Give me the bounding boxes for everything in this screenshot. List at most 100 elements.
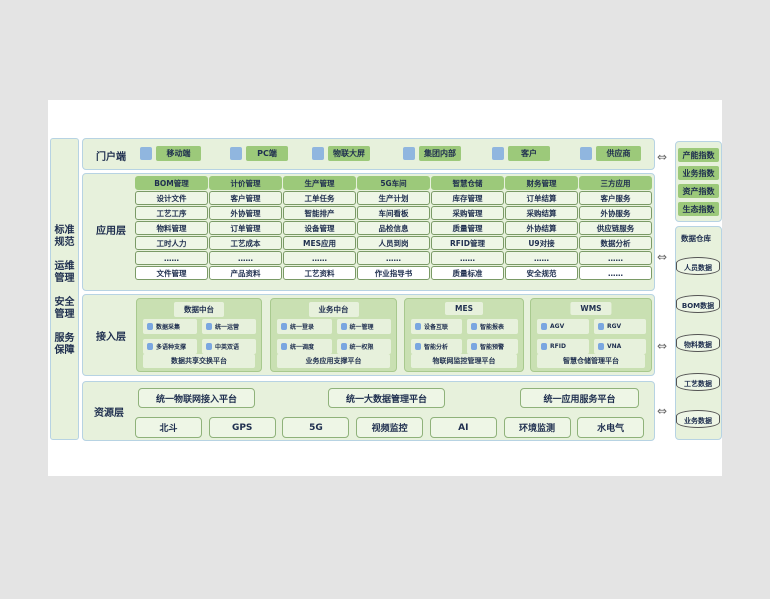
portal-item-label: 客户 bbox=[508, 146, 550, 161]
resource-item[interactable]: 环境监测 bbox=[503, 417, 571, 438]
app-module[interactable]: 客户服务 bbox=[579, 191, 652, 205]
app-module[interactable]: 库存管理 bbox=[431, 191, 504, 205]
warehouse-title: 数据仓库 bbox=[681, 234, 711, 243]
app-column-header[interactable]: 计价管理 bbox=[209, 176, 282, 190]
index-badge[interactable]: 产能指数 bbox=[678, 148, 719, 162]
app-column-header[interactable]: 三方应用 bbox=[579, 176, 652, 190]
app-column-header[interactable]: 5G车间 bbox=[357, 176, 430, 190]
app-module[interactable]: 工艺工序 bbox=[135, 206, 208, 220]
access-item-label: 统一运营 bbox=[215, 324, 240, 331]
app-module[interactable]: 人员到岗 bbox=[357, 236, 430, 250]
access-item[interactable]: 统一权限 bbox=[336, 339, 391, 354]
app-module[interactable]: 外协管理 bbox=[209, 206, 282, 220]
portal-item[interactable]: 供应商 bbox=[580, 146, 641, 161]
access-panel-title: 数据中台 bbox=[174, 302, 224, 317]
index-badge[interactable]: 生态指数 bbox=[678, 202, 719, 216]
access-item[interactable]: 统一管理 bbox=[336, 319, 391, 334]
portal-item[interactable]: PC端 bbox=[230, 146, 288, 161]
access-panel: WMS AGV RGV RFID VNA 智慧仓储管理平台 bbox=[530, 298, 652, 372]
app-module[interactable]: …… bbox=[579, 266, 652, 280]
app-module[interactable]: 采购结算 bbox=[505, 206, 578, 220]
app-module[interactable]: 外协服务 bbox=[579, 206, 652, 220]
app-module[interactable]: 数据分析 bbox=[579, 236, 652, 250]
access-item[interactable]: 统一登录 bbox=[277, 319, 332, 334]
app-module[interactable]: 文件管理 bbox=[135, 266, 208, 280]
access-item[interactable]: AGV bbox=[537, 319, 589, 334]
portal-item[interactable]: 移动端 bbox=[140, 146, 201, 161]
app-module[interactable]: 作业指导书 bbox=[357, 266, 430, 280]
app-column-header[interactable]: 财务管理 bbox=[505, 176, 578, 190]
access-item[interactable]: 智能预警 bbox=[467, 339, 518, 354]
app-module[interactable]: 安全规范 bbox=[505, 266, 578, 280]
access-item[interactable]: 统一运营 bbox=[202, 319, 256, 334]
app-module[interactable]: …… bbox=[135, 251, 208, 265]
app-module[interactable]: …… bbox=[209, 251, 282, 265]
access-item[interactable]: RFID bbox=[537, 339, 589, 354]
app-module[interactable]: 供应链服务 bbox=[579, 221, 652, 235]
database-cylinder[interactable]: 工艺数据 bbox=[676, 373, 720, 391]
item-icon bbox=[598, 343, 604, 350]
app-module[interactable]: …… bbox=[431, 251, 504, 265]
database-cylinder[interactable]: 人员数据 bbox=[676, 257, 720, 275]
app-module[interactable]: 品检信息 bbox=[357, 221, 430, 235]
access-item[interactable]: 多语种支撑 bbox=[143, 339, 197, 354]
portal-item[interactable]: 客户 bbox=[492, 146, 550, 161]
app-module[interactable]: 设计文件 bbox=[135, 191, 208, 205]
app-module[interactable]: U9对接 bbox=[505, 236, 578, 250]
access-item[interactable]: 设备互联 bbox=[411, 319, 462, 334]
app-module[interactable]: 产品资料 bbox=[209, 266, 282, 280]
app-module[interactable]: 智能排产 bbox=[283, 206, 356, 220]
app-module[interactable]: 物料管理 bbox=[135, 221, 208, 235]
index-badge[interactable]: 资产指数 bbox=[678, 184, 719, 198]
app-module[interactable]: 生产计划 bbox=[357, 191, 430, 205]
app-column-header[interactable]: 生产管理 bbox=[283, 176, 356, 190]
database-cylinder[interactable]: BOM数据 bbox=[676, 295, 720, 313]
app-column-header[interactable]: 智慧仓储 bbox=[431, 176, 504, 190]
app-module[interactable]: MES应用 bbox=[283, 236, 356, 250]
app-module[interactable]: 质量标准 bbox=[431, 266, 504, 280]
access-panel-title: 业务中台 bbox=[308, 302, 359, 317]
database-cylinder[interactable]: 业务数据 bbox=[676, 410, 720, 428]
app-module[interactable]: …… bbox=[579, 251, 652, 265]
app-module[interactable]: 订单管理 bbox=[209, 221, 282, 235]
access-item[interactable]: 智能报表 bbox=[467, 319, 518, 334]
resource-item[interactable]: GPS bbox=[208, 417, 276, 438]
access-item-label: 统一登录 bbox=[290, 324, 315, 331]
access-item[interactable]: 统一调度 bbox=[277, 339, 332, 354]
resource-item[interactable]: 北斗 bbox=[135, 417, 202, 438]
side-label: 标准规范 bbox=[54, 225, 75, 248]
app-module[interactable]: 采购管理 bbox=[431, 206, 504, 220]
app-module[interactable]: 质量管理 bbox=[431, 221, 504, 235]
resource-item[interactable]: AI bbox=[429, 417, 497, 438]
app-module[interactable]: 外协结算 bbox=[505, 221, 578, 235]
database-cylinder[interactable]: 物料数据 bbox=[676, 334, 720, 352]
app-module[interactable]: …… bbox=[505, 251, 578, 265]
portal-item[interactable]: 物联大屏 bbox=[312, 146, 370, 161]
access-item[interactable]: VNA bbox=[594, 339, 646, 354]
app-module[interactable]: 工时人力 bbox=[135, 236, 208, 250]
resource-platform[interactable]: 统一物联网接入平台 bbox=[138, 388, 255, 408]
access-item[interactable]: 数据采集 bbox=[143, 319, 197, 334]
app-module[interactable]: 车间看板 bbox=[357, 206, 430, 220]
app-module[interactable]: 客户管理 bbox=[209, 191, 282, 205]
app-module[interactable]: 工单任务 bbox=[283, 191, 356, 205]
app-module[interactable]: 工艺资料 bbox=[283, 266, 356, 280]
app-module[interactable]: 设备管理 bbox=[283, 221, 356, 235]
resource-platform[interactable]: 统一大数据管理平台 bbox=[328, 388, 445, 408]
access-item[interactable]: RGV bbox=[594, 319, 646, 334]
app-module[interactable]: 订单结算 bbox=[505, 191, 578, 205]
app-module[interactable]: RFID管理 bbox=[431, 236, 504, 250]
resource-platform[interactable]: 统一应用服务平台 bbox=[520, 388, 639, 408]
resource-item[interactable]: 水电气 bbox=[577, 417, 645, 438]
app-module[interactable]: …… bbox=[357, 251, 430, 265]
app-module[interactable]: 工艺成本 bbox=[209, 236, 282, 250]
app-column-header[interactable]: BOM管理 bbox=[135, 176, 208, 190]
portal-item[interactable]: 集团内部 bbox=[403, 146, 461, 161]
index-badge[interactable]: 业务指数 bbox=[678, 166, 719, 180]
bidirectional-arrow-icon: ⇔ bbox=[657, 339, 668, 353]
access-item[interactable]: 中英双语 bbox=[202, 339, 256, 354]
app-module[interactable]: …… bbox=[283, 251, 356, 265]
resource-item[interactable]: 5G bbox=[282, 417, 350, 438]
resource-item[interactable]: 视频监控 bbox=[356, 417, 424, 438]
access-item[interactable]: 智能分析 bbox=[411, 339, 462, 354]
